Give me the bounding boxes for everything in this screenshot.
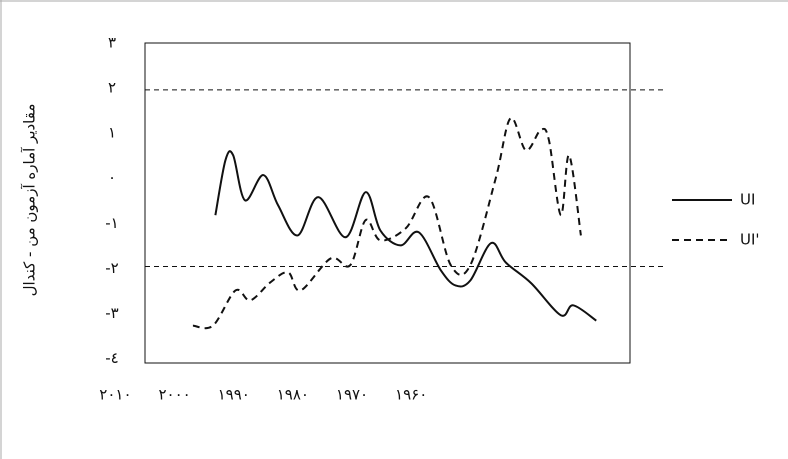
y-tick-label: ۲ — [108, 79, 116, 97]
x-tick-label: ۲۰۰۰ — [158, 386, 190, 404]
x-tick-label: ۱۹۹۰ — [218, 386, 250, 404]
series-line — [192, 117, 582, 330]
y-axis-label: مقادیر آماره آزمون من - کندال — [21, 104, 39, 297]
y-tick-label: ۳ — [108, 34, 116, 52]
legend-label: UI — [740, 191, 755, 209]
x-tick-label: ۲۰۱۰ — [99, 386, 131, 404]
x-tick-label: ۱۹۸۰ — [277, 386, 309, 404]
y-tick-label: -۱ — [105, 214, 118, 232]
y-tick-label: -٤ — [105, 349, 118, 367]
y-tick-label: ۱ — [108, 124, 116, 142]
y-tick-label: ۰ — [108, 169, 116, 187]
y-tick-label: -۳ — [105, 304, 118, 322]
legend-label: UI' — [740, 231, 760, 249]
x-tick-label: ۱۹۶۰ — [395, 386, 427, 404]
y-tick-label: -۲ — [105, 259, 118, 277]
plot-frame — [144, 42, 631, 364]
x-tick-label: ۱۹۷۰ — [336, 386, 368, 404]
series-line — [214, 150, 597, 322]
